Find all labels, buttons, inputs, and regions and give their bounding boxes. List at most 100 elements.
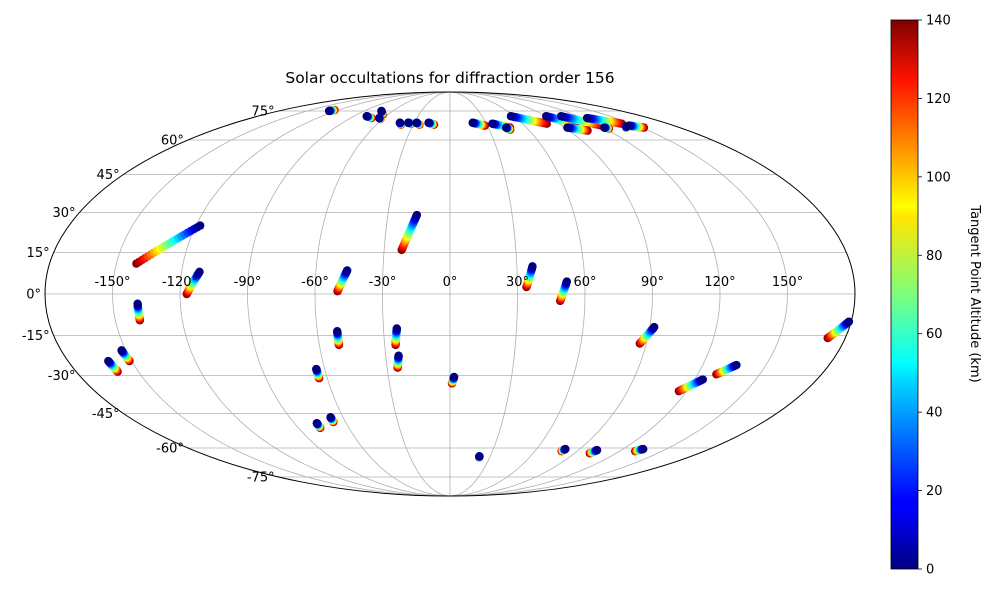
lon-tick-label: -60° — [301, 275, 329, 290]
occultation-track — [333, 327, 344, 350]
data-point — [622, 122, 631, 131]
occultation-track — [468, 118, 490, 130]
colorbar-tick-label: 120 — [926, 92, 951, 107]
data-point — [375, 113, 384, 123]
lon-gridline — [449, 92, 788, 496]
occultation-track — [391, 324, 401, 350]
lat-tick-label: -75° — [247, 471, 275, 486]
lon-gridline — [314, 92, 451, 496]
data-point — [343, 266, 352, 275]
colorbar-tick-label: 100 — [926, 170, 951, 185]
data-point — [362, 112, 371, 121]
lat-tick-label: 45° — [97, 168, 120, 183]
lon-tick-label: 30° — [506, 275, 529, 290]
occultation-track — [397, 210, 422, 255]
occultation-track — [324, 105, 339, 116]
data-point — [312, 364, 321, 374]
data-point — [377, 106, 386, 116]
lon-tick-label: 0° — [443, 275, 458, 290]
data-point — [541, 112, 551, 121]
data-point — [528, 262, 537, 271]
occultation-track — [621, 122, 631, 132]
colorbar — [890, 19, 919, 570]
occultation-track — [182, 267, 204, 299]
data-point — [639, 444, 648, 454]
occultation-track — [624, 121, 649, 132]
lat-tick-label: 75° — [252, 105, 275, 120]
occultation-track — [117, 346, 134, 366]
data-point — [561, 444, 570, 454]
colorbar-tick-label: 80 — [926, 249, 943, 264]
data-point — [650, 322, 659, 332]
lon-gridline — [449, 92, 653, 496]
map-boundary — [44, 91, 856, 497]
occultation-track — [630, 444, 648, 456]
data-point — [592, 445, 602, 455]
occultation-track — [375, 113, 385, 124]
data-point — [844, 317, 854, 326]
lon-gridline — [247, 92, 451, 496]
lon-gridline — [382, 92, 451, 496]
occultation-track — [312, 418, 325, 433]
data-point — [195, 221, 205, 230]
data-point — [392, 324, 401, 333]
lon-tick-label: -150° — [94, 275, 130, 290]
occultation-track — [522, 262, 537, 292]
data-point — [133, 299, 142, 308]
occultation-track — [404, 118, 416, 128]
occultation-track — [563, 123, 592, 135]
occultation-track — [104, 356, 122, 376]
occultation-track — [501, 123, 515, 134]
lat-tick-label: -45° — [92, 407, 120, 422]
lon-gridline — [112, 92, 451, 496]
data-point — [732, 360, 741, 370]
longitude-tick-labels: -150° -120° -90° -60° -30° 0° 30° 60° 90° 120° 150… — [94, 275, 803, 290]
lon-gridline — [179, 92, 451, 496]
data-point — [449, 372, 459, 382]
occultation-track — [312, 364, 324, 383]
data-point — [195, 267, 204, 277]
data-point — [326, 413, 335, 422]
lon-tick-label: -90° — [234, 275, 262, 290]
data-point — [600, 123, 609, 132]
occultation-track — [474, 452, 484, 462]
colorbar-tick-label: 140 — [926, 14, 951, 29]
data-point — [562, 277, 571, 286]
lat-tick-label: 60° — [161, 134, 184, 149]
lat-tick-label: 15° — [27, 246, 50, 261]
data-point — [501, 123, 511, 132]
data-point — [468, 118, 477, 127]
data-point — [698, 375, 707, 384]
colorbar-label: Tangent Point Altitude (km) — [967, 204, 982, 382]
lon-tick-label: -120° — [162, 275, 198, 290]
lon-gridline — [449, 92, 586, 496]
lon-gridline — [449, 92, 721, 496]
data-point — [104, 356, 113, 366]
occultation-track — [635, 322, 659, 348]
occultation-track — [712, 360, 741, 379]
occultation-track — [132, 221, 205, 268]
chart-title: Solar occultations for diffraction order… — [285, 69, 614, 87]
occultation-track — [823, 317, 854, 343]
data-point — [324, 106, 334, 116]
occultation-track — [674, 375, 707, 396]
occultation-track — [555, 277, 571, 306]
data-point — [117, 346, 126, 355]
lon-tick-label: -30° — [369, 275, 397, 290]
data-point — [475, 452, 484, 461]
occultation-track — [506, 112, 551, 128]
lon-tick-label: 120° — [704, 275, 735, 290]
occultation-track — [447, 372, 459, 388]
occultation-track — [395, 118, 406, 129]
occultation-track — [326, 413, 338, 427]
lon-tick-label: 60° — [573, 275, 596, 290]
data-point — [412, 118, 421, 127]
colorbar-tick-label: 0 — [926, 563, 934, 578]
data-point — [333, 327, 342, 336]
data-point — [404, 118, 413, 127]
occultation-track — [133, 299, 145, 325]
occultation-track — [600, 123, 614, 133]
graticule — [45, 92, 855, 496]
data-point — [412, 210, 422, 220]
